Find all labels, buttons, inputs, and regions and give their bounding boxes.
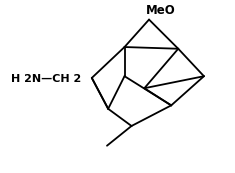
Text: MeO: MeO bbox=[146, 4, 176, 17]
Text: H 2N—CH 2: H 2N—CH 2 bbox=[11, 74, 81, 84]
